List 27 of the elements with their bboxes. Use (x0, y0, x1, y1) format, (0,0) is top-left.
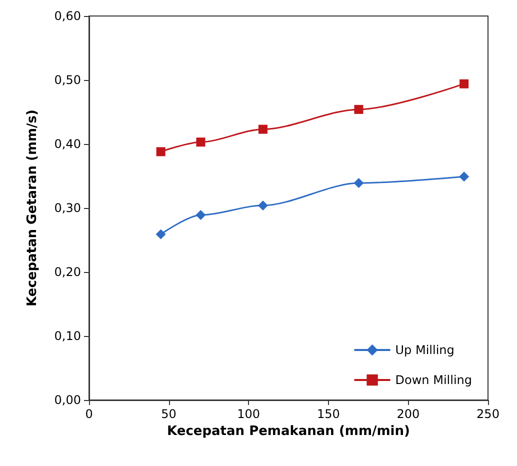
x-tick-label: 200 (396, 407, 420, 421)
point (460, 79, 469, 88)
point (156, 229, 166, 240)
legend-label: Down Milling (395, 373, 472, 387)
y-tick-label: 0,30 (54, 201, 81, 215)
y-tick-label: 0,50 (54, 73, 81, 87)
y-tick-label: 0,20 (54, 265, 81, 279)
point (459, 172, 470, 182)
y-tick-label: 0,00 (54, 393, 81, 407)
point (354, 178, 364, 188)
x-tick-label: 50 (161, 407, 176, 421)
y-tick-label: 0,40 (54, 137, 81, 151)
point (354, 104, 364, 114)
y-axis-title: Kecepatan Getaran (mm/s) (25, 110, 40, 306)
point (196, 210, 206, 220)
legend-label: Up Milling (395, 343, 454, 357)
x-tick-label: 0 (85, 407, 93, 421)
x-tick-label: 150 (316, 407, 340, 421)
y-tick-label: 0,60 (54, 9, 81, 23)
x-tick-label: 100 (237, 407, 260, 421)
point (156, 147, 166, 156)
y-tick-label: 0,10 (54, 329, 81, 343)
x-tick-label: 250 (476, 407, 500, 421)
point (258, 124, 268, 134)
point (258, 200, 268, 210)
point (196, 138, 206, 147)
x-axis-title: Kecepatan Pemakanan (mm/min) (167, 424, 410, 439)
